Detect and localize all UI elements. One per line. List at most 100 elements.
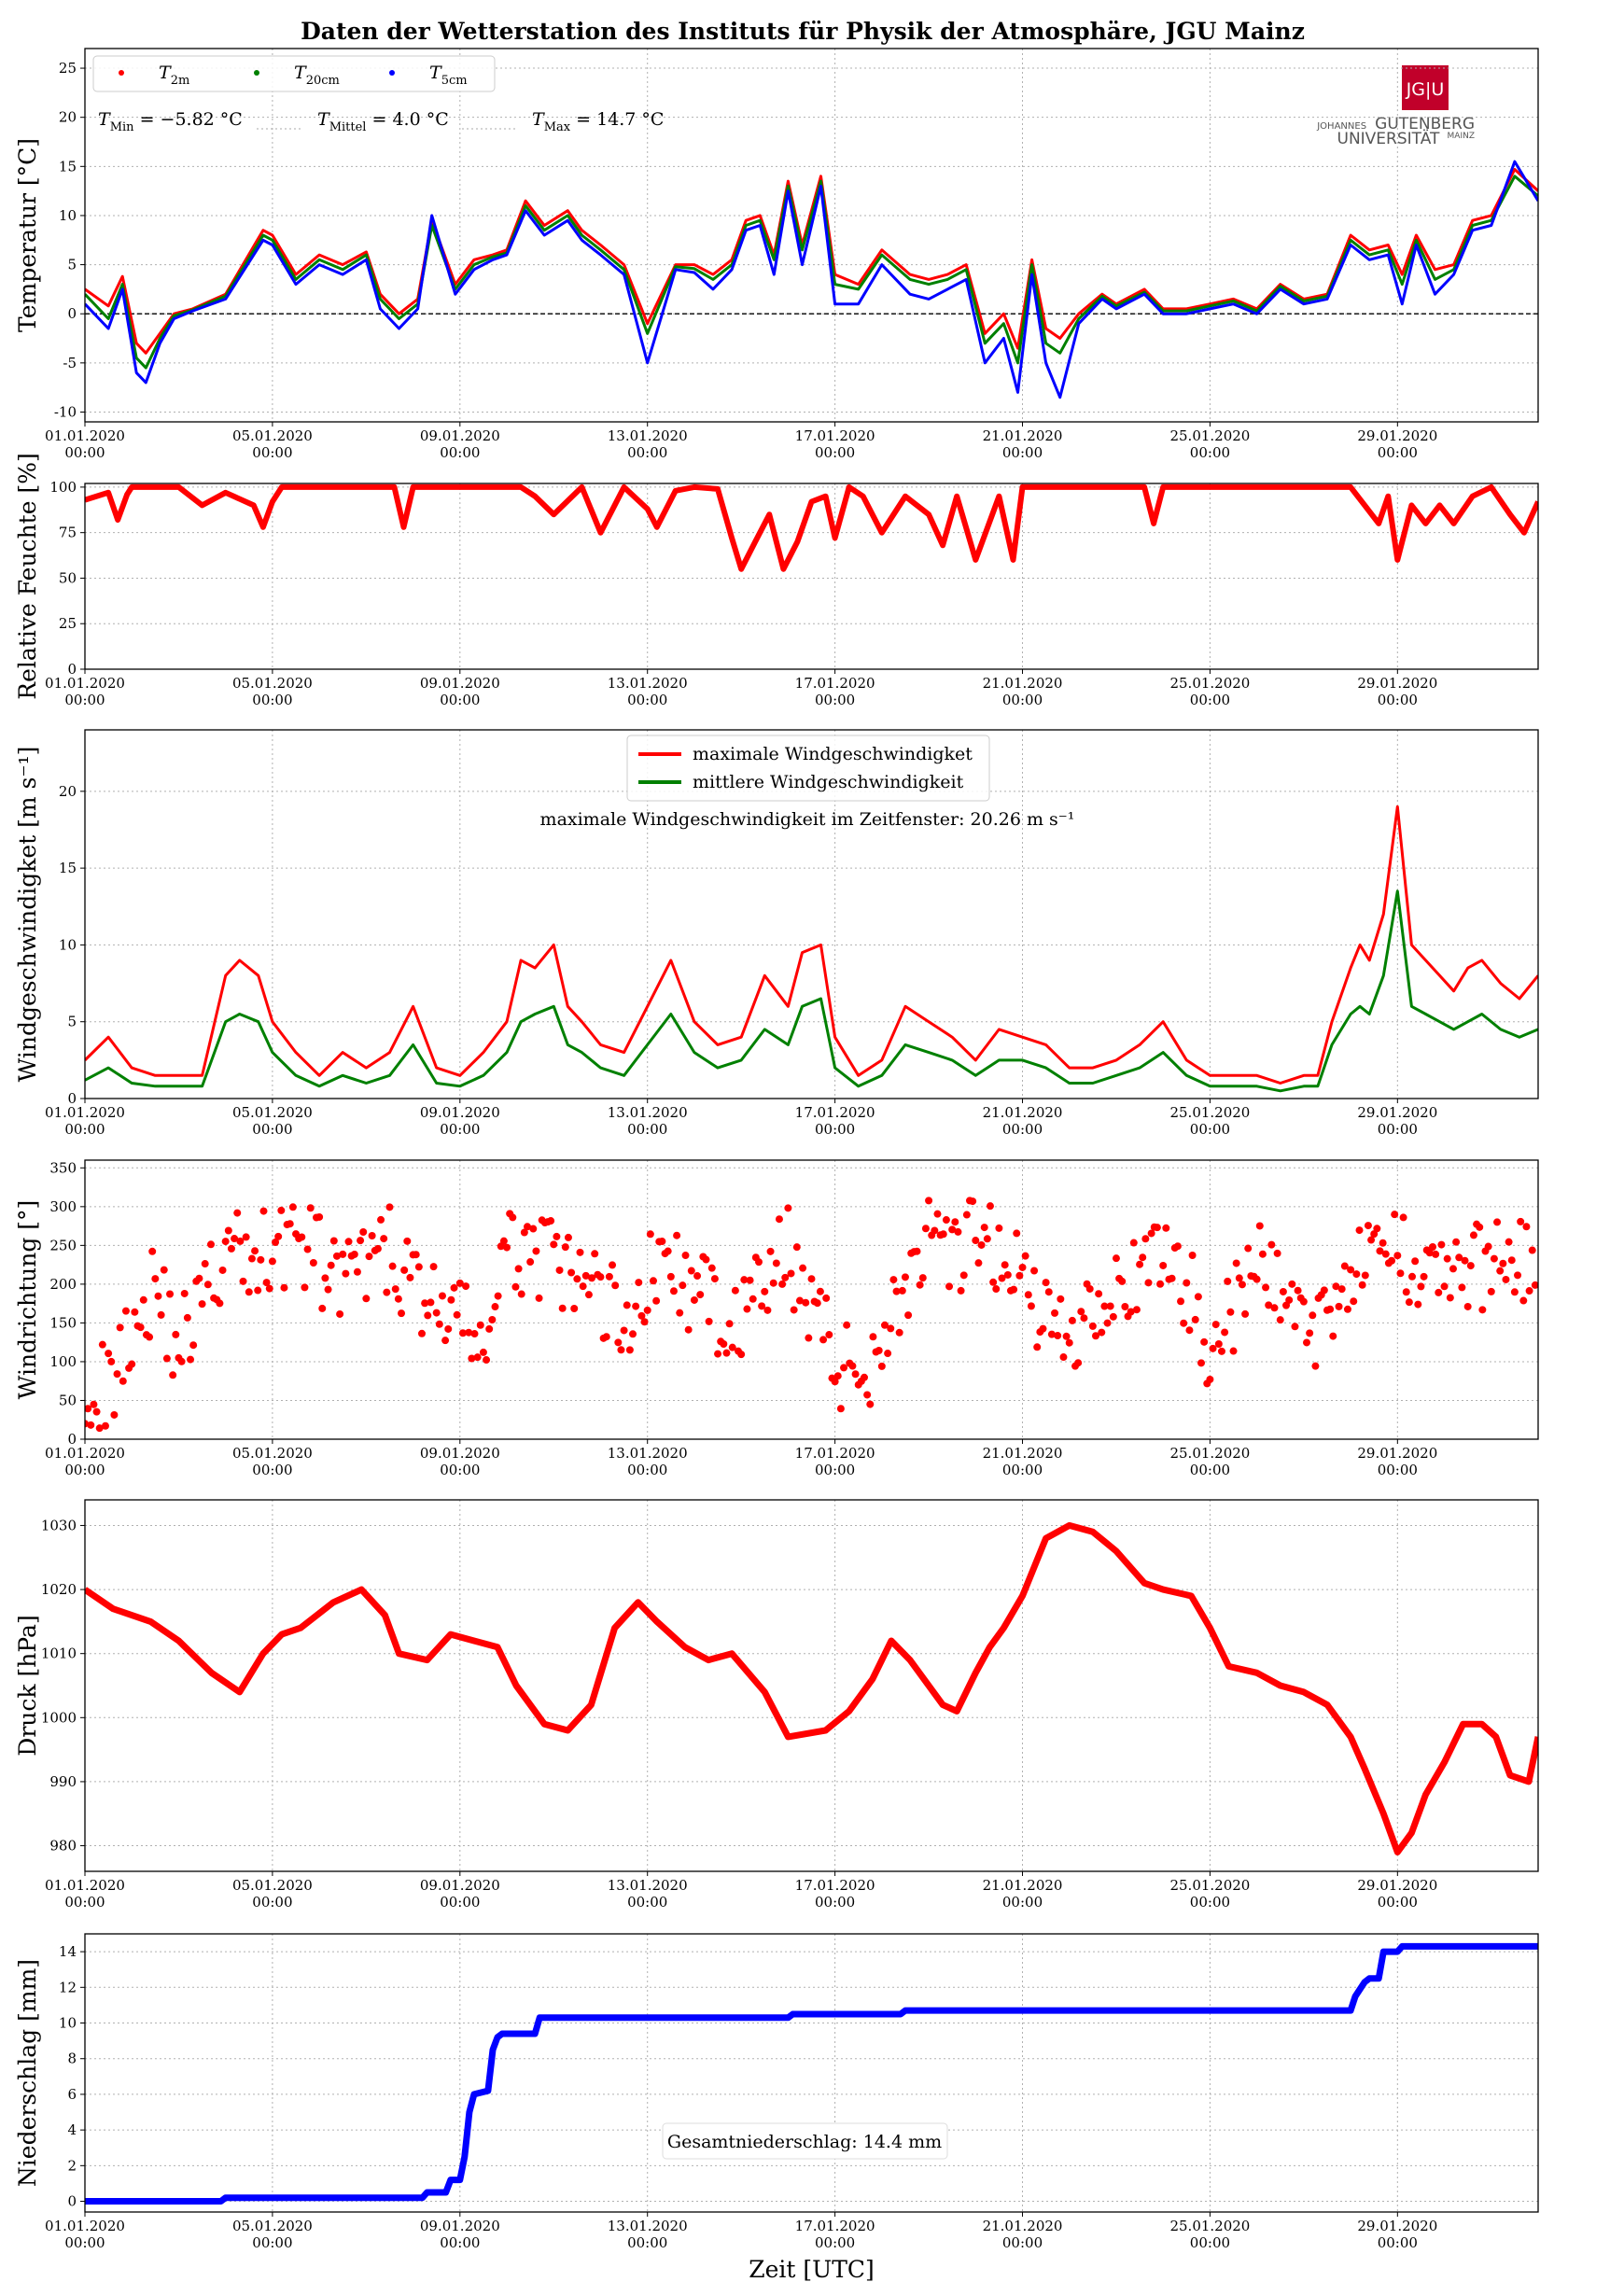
wind-direction-point (160, 1266, 168, 1274)
wind-direction-point (483, 1356, 491, 1365)
x-tick-time: 00:00 (627, 1462, 667, 1478)
wind-direction-point (925, 1197, 933, 1205)
wind-direction-point (465, 1328, 473, 1337)
wind-direction-point (342, 1269, 350, 1278)
y-tick-label: 100 (49, 1353, 77, 1370)
wind-direction-point (427, 1298, 435, 1307)
x-tick-date: 13.01.2020 (608, 2218, 688, 2234)
wind-direction-point (1173, 1242, 1182, 1251)
wind-direction-point (1425, 1249, 1434, 1257)
wind-direction-point (458, 1329, 467, 1337)
wind-direction-point (491, 1303, 499, 1311)
wind-direction-point (681, 1252, 690, 1260)
wind-direction-point (1232, 1259, 1240, 1267)
wind-direction-point (591, 1250, 599, 1258)
y-tick-label: 0 (67, 305, 77, 322)
legend-label: T5cm (429, 63, 468, 88)
wind-direction-point (462, 1282, 470, 1291)
wind-direction-point (579, 1282, 587, 1291)
wind-direction-point (1303, 1338, 1311, 1347)
y-tick-label: 5 (67, 257, 77, 273)
wind-direction-point (567, 1268, 576, 1277)
wind-max-annotation: maximale Windgeschwindigkeit im Zeitfens… (540, 809, 1075, 830)
wind-direction-point (649, 1277, 657, 1285)
wind-direction-point (385, 1203, 394, 1211)
x-tick-date: 13.01.2020 (608, 1877, 688, 1894)
x-tick-time: 00:00 (1190, 1121, 1230, 1138)
y-tick-label: 980 (49, 1838, 77, 1855)
series-line-humidity-0 (85, 483, 1538, 572)
wind-direction-point (1402, 1288, 1410, 1296)
wind-direction-point (529, 1225, 538, 1233)
legend-label: mittlere Windgeschwindigkeit (693, 772, 964, 792)
wind-direction-point (805, 1334, 813, 1342)
wind-direction-point (1068, 1316, 1076, 1324)
y-tick-label: 1000 (41, 1709, 77, 1726)
wind-direction-point (1276, 1316, 1284, 1324)
wind-direction-point (105, 1350, 113, 1358)
wind-direction-point (884, 1350, 892, 1358)
x-tick-time: 00:00 (1378, 444, 1418, 461)
wind-direction-point (904, 1311, 913, 1320)
wind-direction-point (429, 1263, 438, 1271)
y-tick-label: 250 (49, 1237, 77, 1253)
logo-line1: JOHANNES GUTENBERG (1316, 115, 1475, 133)
wind-direction-point (450, 1283, 458, 1292)
wind-direction-point (1463, 1302, 1472, 1310)
x-tick-time: 00:00 (1378, 1894, 1418, 1911)
x-tick-date: 25.01.2020 (1169, 1877, 1250, 1894)
wind-direction-point (189, 1341, 198, 1350)
wind-direction-point (822, 1294, 831, 1302)
panel-temperature: -10-5051015202501.01.202000:0005.01.2020… (14, 48, 1539, 461)
wind-direction-point (737, 1351, 746, 1359)
wind-direction-point (1100, 1302, 1109, 1310)
x-tick-time: 00:00 (1378, 1121, 1418, 1138)
temp-stat-rest: = 4.0 °C (366, 109, 448, 130)
wind-direction-point (216, 1299, 224, 1308)
x-tick-time: 00:00 (1378, 692, 1418, 708)
wind-direction-point (761, 1287, 769, 1295)
y-tick-label: 990 (49, 1773, 77, 1790)
legend-label: T20cm (294, 63, 340, 88)
series-line-wind-speed-1 (85, 889, 1538, 1093)
y-tick-label: 15 (59, 860, 77, 876)
wind-direction-point (875, 1346, 883, 1354)
y-tick-label: 100 (49, 479, 77, 496)
legend-label-sub: 2m (171, 74, 190, 88)
wind-direction-point (154, 1292, 162, 1300)
wind-direction-point (646, 1230, 654, 1239)
wind-direction-point (573, 1275, 581, 1283)
figure-title: Daten der Wetterstation des Instituts fü… (301, 18, 1305, 45)
wind-direction-point (725, 1320, 734, 1328)
wind-direction-point (1435, 1288, 1443, 1296)
y-tick-label: 1030 (41, 1517, 77, 1533)
series-line-wind-speed-0 (85, 805, 1538, 1085)
y-tick-label: 8 (67, 2051, 77, 2067)
wind-direction-point (819, 1336, 828, 1344)
wind-direction-point (1051, 1309, 1059, 1317)
wind-direction-point (151, 1275, 160, 1283)
x-tick-time: 00:00 (1190, 1462, 1230, 1478)
wind-direction-point (468, 1354, 476, 1363)
wind-direction-point (986, 1202, 994, 1211)
wind-direction-point (1391, 1211, 1399, 1219)
wind-direction-point (1350, 1297, 1358, 1306)
x-tick-time: 00:00 (252, 1462, 292, 1478)
wind-direction-point (412, 1251, 420, 1259)
wind-direction-point (840, 1364, 848, 1372)
x-tick-date: 05.01.2020 (232, 1445, 313, 1462)
wind-direction-point (1399, 1213, 1407, 1222)
x-tick-time: 00:00 (627, 2234, 667, 2251)
wind-direction-point (1490, 1254, 1498, 1263)
wind-direction-point (954, 1227, 962, 1236)
wind-direction-point (391, 1285, 399, 1294)
wind-direction-point (743, 1305, 751, 1313)
temp-stat: TMittel = 4.0 °C (317, 109, 449, 134)
wind-direction-point (1294, 1286, 1302, 1295)
series-line-precipitation-0 (85, 1942, 1538, 2205)
wind-direction-point (931, 1226, 939, 1235)
wind-direction-point (362, 1295, 371, 1303)
wind-direction-point (1103, 1319, 1112, 1327)
x-tick-time: 00:00 (1002, 444, 1043, 461)
wind-direction-point (148, 1247, 157, 1255)
